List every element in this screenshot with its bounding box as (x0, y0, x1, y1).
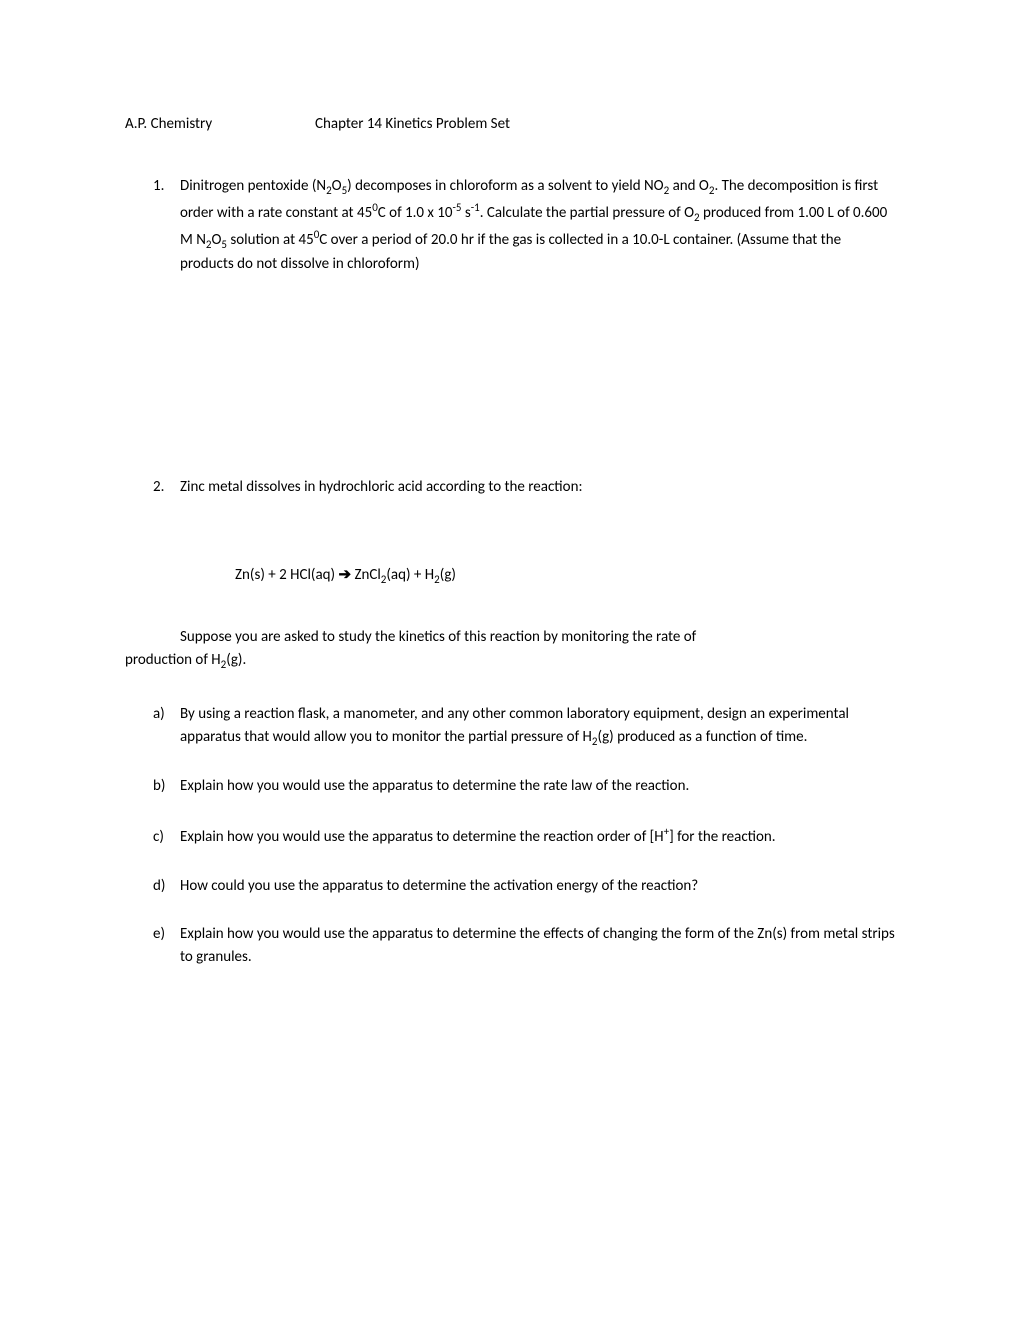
question-1-number: 1. (153, 175, 180, 198)
question-2b: b)Explain how you would use the apparatu… (125, 775, 895, 798)
chapter-title: Chapter 14 Kinetics Problem Set (315, 115, 510, 133)
part-b-letter: b) (153, 775, 180, 798)
course-name: A.P. Chemistry (125, 115, 300, 133)
question-2a: a)By using a reaction flask, a manometer… (125, 703, 895, 750)
question-2d: d)How could you use the apparatus to det… (125, 875, 895, 898)
question-2-intro: Suppose you are asked to study the kinet… (125, 626, 895, 673)
question-1: 1.Dinitrogen pentoxide (N2O5) decomposes… (125, 175, 895, 276)
question-1-text: 1.Dinitrogen pentoxide (N2O5) decomposes… (125, 175, 895, 276)
reaction-arrow-icon: ➔ (338, 566, 351, 584)
document-header: A.P. Chemistry Chapter 14 Kinetics Probl… (125, 115, 895, 133)
part-d-letter: d) (153, 875, 180, 898)
question-2: 2.Zinc metal dissolves in hydrochloric a… (125, 476, 895, 969)
part-a-letter: a) (153, 703, 180, 726)
question-2-text: 2.Zinc metal dissolves in hydrochloric a… (125, 476, 895, 499)
part-e-letter: e) (153, 923, 180, 946)
question-2-number: 2. (153, 476, 180, 499)
chemical-equation: Zn(s) + 2 HCl(aq) ➔ ZnCl2(aq) + H2(g) (235, 565, 895, 586)
question-2c: c)Explain how you would use the apparatu… (125, 823, 895, 849)
part-c-letter: c) (153, 826, 180, 849)
question-2e: e)Explain how you would use the apparatu… (125, 923, 895, 970)
